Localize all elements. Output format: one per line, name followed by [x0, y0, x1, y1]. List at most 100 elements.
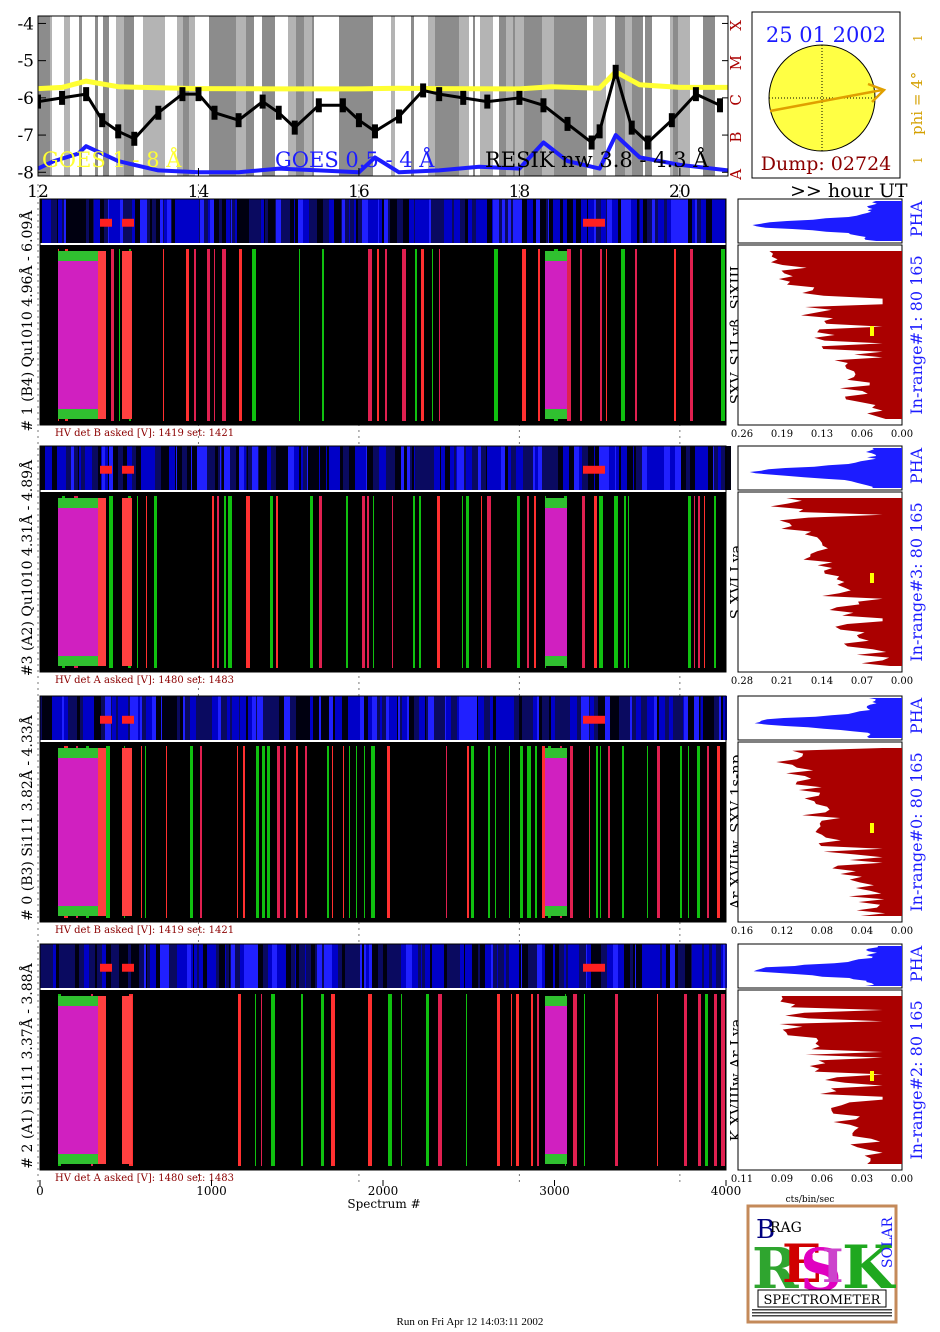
pha-strip-column	[505, 696, 507, 740]
resik-data-point	[155, 105, 162, 120]
pha-strip-column	[345, 199, 349, 243]
spectrogram-line	[163, 249, 164, 421]
pha-strip-column	[268, 944, 272, 988]
pha-strip-column	[115, 944, 118, 988]
spectrogram-line	[367, 496, 369, 668]
pha-strip-column	[379, 446, 381, 490]
pha-strip-column	[83, 696, 89, 740]
pha-strip-column	[432, 944, 436, 988]
coverage-stripe	[395, 16, 397, 176]
pha-strip-column	[642, 944, 648, 988]
pha-strip-column	[436, 944, 442, 988]
pha-strip-column	[200, 944, 203, 988]
pha-strip-column	[172, 199, 175, 243]
in-range-label: In-range#3: 80 165	[907, 502, 926, 661]
coverage-stripe	[361, 16, 364, 176]
pha-strip-column	[616, 446, 619, 490]
pha-strip-column	[247, 446, 248, 490]
pha-strip-column	[537, 696, 539, 740]
coverage-stripe	[88, 16, 95, 176]
pha-strip-column	[477, 696, 478, 740]
pha-strip-column	[189, 199, 195, 243]
pha-strip-column	[414, 199, 415, 243]
pha-strip-column	[701, 199, 706, 243]
pha-strip-column	[70, 446, 71, 490]
pha-strip-column	[713, 446, 714, 490]
spectrogram-line	[697, 746, 700, 918]
spectrogram-block-edge	[58, 1154, 98, 1164]
pha-strip-column	[216, 944, 219, 988]
pha-strip-column	[648, 696, 653, 740]
spectrogram-line	[537, 994, 539, 1166]
pha-strip-column	[528, 446, 533, 490]
series-line-2	[38, 70, 721, 144]
pha-strip-column	[507, 446, 508, 490]
spectrum-x-tick-label: 1000	[196, 1184, 227, 1198]
spectrogram-line	[426, 994, 429, 1166]
spectrogram-line	[527, 746, 531, 918]
spectrogram-line	[419, 496, 421, 668]
coverage-stripe	[411, 16, 414, 176]
phi-angle-label: phi = 4°	[908, 72, 926, 135]
pha-strip-column	[240, 696, 243, 740]
pha-strip-column	[295, 944, 296, 988]
pha-strip-column	[203, 446, 207, 490]
pha-strip-column	[144, 199, 147, 243]
pha-strip-column	[615, 446, 616, 490]
pha-strip-column	[662, 199, 664, 243]
spectrogram-line	[495, 746, 496, 918]
spectrogram-line	[212, 496, 214, 668]
pha-strip-column	[166, 944, 169, 988]
pha-strip-column	[342, 696, 348, 740]
pha-strip-column	[173, 944, 177, 988]
pha-strip-column	[537, 944, 542, 988]
pha-strip-column	[239, 696, 240, 740]
spectrogram-line	[166, 746, 167, 918]
pha-histogram-area	[752, 201, 902, 241]
pha-strip-column	[332, 446, 337, 490]
pha-strip-column	[725, 446, 731, 490]
spectrogram-line	[255, 994, 256, 1166]
histogram-marker	[870, 326, 874, 336]
pha-strip-column	[156, 199, 160, 243]
pha-strip-column	[382, 696, 386, 740]
pha-strip-column	[425, 696, 426, 740]
pha-strip-column	[685, 199, 688, 243]
coverage-stripe	[348, 16, 357, 176]
pha-strip-column	[651, 446, 654, 490]
pha-strip-column	[555, 944, 559, 988]
pha-strip-peak	[100, 465, 112, 474]
pha-strip-column	[167, 199, 171, 243]
pha-strip-column	[409, 199, 414, 243]
pha-strip-column	[203, 696, 206, 740]
coverage-stripe	[326, 16, 339, 176]
spectrogram-line	[346, 496, 348, 668]
pha-strip-column	[388, 199, 390, 243]
pha-strip-column	[274, 696, 279, 740]
series-line-1	[38, 133, 728, 175]
pha-strip-column	[323, 199, 329, 243]
coverage-stripe	[236, 16, 246, 176]
pha-strip-column	[378, 199, 379, 243]
pha-strip-column	[637, 199, 639, 243]
pha-strip-column	[301, 446, 303, 490]
spectrogram-line	[402, 249, 406, 421]
spectrogram-line	[194, 249, 196, 421]
pha-strip-column	[350, 199, 354, 243]
coverage-stripe	[137, 16, 143, 176]
pha-strip-column	[113, 446, 118, 490]
spectrogram-line	[481, 496, 482, 668]
pha-strip-column	[61, 446, 66, 490]
pha-strip-column	[151, 446, 155, 490]
pha-strip-column	[349, 199, 350, 243]
pha-strip-column	[462, 446, 464, 490]
resik-data-point	[355, 113, 362, 128]
pha-strip-column	[364, 696, 368, 740]
pha-strip-column	[723, 696, 727, 740]
spectrogram-line	[388, 994, 392, 1166]
spectrogram-line	[270, 496, 273, 668]
pha-strip-column	[250, 944, 252, 988]
pha-strip-column	[303, 199, 309, 243]
pha-strip-column	[248, 696, 252, 740]
pha-strip-column	[701, 696, 703, 740]
